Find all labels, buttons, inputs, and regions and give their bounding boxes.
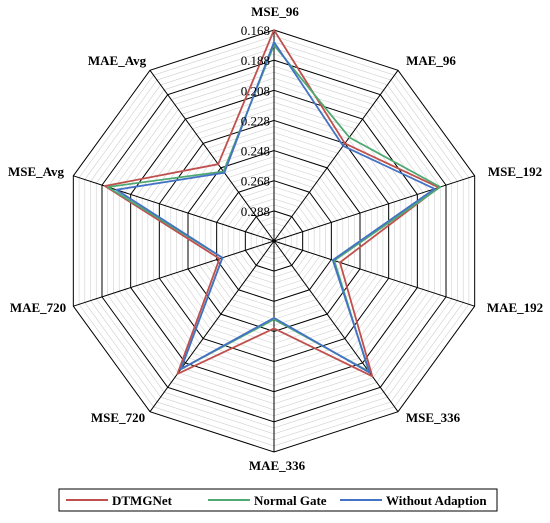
axis-label-mse-720: MSE_720	[91, 410, 145, 425]
axis-label-mae-720: MAE_720	[10, 300, 66, 315]
series-without-adaption	[115, 41, 436, 374]
legend: DTMGNet Normal Gate Without Adaption	[58, 488, 498, 512]
legend-label: Normal Gate	[254, 493, 327, 508]
legend-box	[58, 488, 498, 512]
tick-label: 0.268	[241, 174, 270, 189]
tick-label: 0.288	[241, 204, 270, 219]
axis-label-mae-96: MAE_96	[406, 53, 456, 68]
spoke-mae-192	[273, 240, 475, 307]
spoke-mse-720	[149, 240, 275, 412]
axis-label-mae-avg: MAE_Avg	[88, 53, 147, 68]
spoke-mae-avg	[149, 70, 275, 242]
tick-label: 0.208	[241, 83, 270, 98]
tick-label: 0.188	[241, 53, 270, 68]
axis-label-mse-96: MSE_96	[251, 4, 299, 19]
spoke-mse-192	[273, 175, 475, 242]
axis-label-mse-336: MSE_336	[406, 410, 461, 425]
axis-labels: MSE_96 MAE_96 MSE_192 MAE_192 MSE_336 MAE_336…	[8, 4, 543, 473]
axis-label-mse-192: MSE_192	[488, 164, 542, 179]
legend-label: Without Adaption	[386, 493, 487, 508]
tick-label: 0.168	[241, 23, 270, 38]
series-layer	[103, 29, 442, 378]
spoke-mae-96	[273, 70, 399, 242]
tick-labels: 0.168 0.188 0.208 0.228 0.248 0.268 0.288	[241, 23, 270, 219]
axis-label-mae-192: MAE_192	[487, 300, 543, 315]
radar-spokes	[73, 30, 475, 452]
tick-label: 0.228	[241, 113, 270, 128]
axis-label-mae-336: MAE_336	[249, 458, 306, 473]
spoke-mae-720	[73, 240, 275, 307]
spoke-mse-336	[273, 240, 399, 412]
series-dtmgnet	[103, 29, 440, 378]
tick-label: 0.248	[241, 144, 270, 159]
series-normal-gate	[106, 44, 442, 373]
axis-label-mse-avg: MSE_Avg	[8, 164, 65, 179]
legend-label: DTMGNet	[112, 493, 173, 508]
